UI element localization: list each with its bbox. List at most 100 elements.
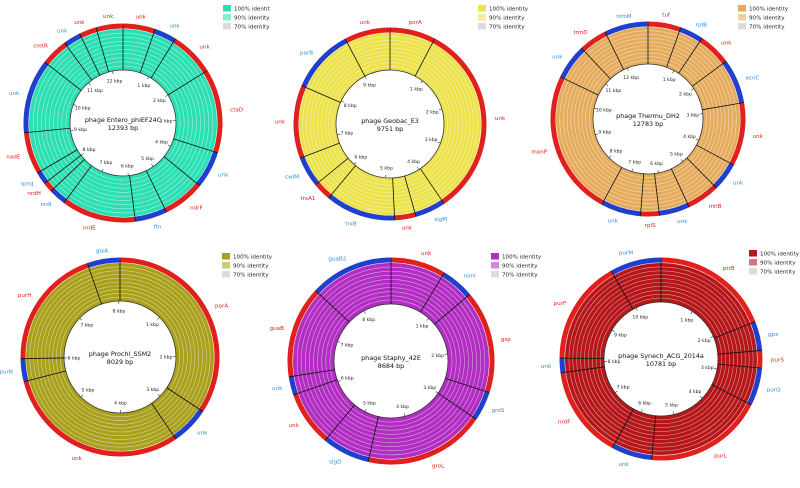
gene-label: unk xyxy=(72,456,83,462)
gene-label: ctaD xyxy=(230,107,243,113)
gene-label: groL xyxy=(432,463,445,469)
gene-label: rpmJ xyxy=(20,181,33,187)
genome-map-geobac: porA unk sigM unk trxB trxA1 cwlM unk parB unk 1 k… xyxy=(275,5,529,232)
gene-arc xyxy=(611,257,662,275)
gene-arc xyxy=(699,37,727,65)
kbp-tick xyxy=(690,311,693,315)
gene-arc xyxy=(345,27,391,44)
gene-label: unk xyxy=(402,226,413,232)
gene-boundary xyxy=(167,70,208,96)
gene-label: purH xyxy=(18,293,32,299)
gene-boundary xyxy=(79,33,101,76)
gene-boundary xyxy=(640,173,645,216)
kbp-tick-label: 2 kbp xyxy=(153,98,166,104)
kbp-tick xyxy=(73,104,77,106)
gene-arc xyxy=(660,257,756,324)
gene-label: nimI xyxy=(464,274,477,280)
gene-boundary xyxy=(651,415,657,460)
gene-label: parB xyxy=(300,51,313,57)
kbp-tick-label: 4 kbp xyxy=(689,389,702,395)
kbp-tick xyxy=(112,70,114,75)
gene-arc xyxy=(394,212,417,221)
genome-title: phage Entero_phiEF24C xyxy=(85,116,162,124)
gene-label: cmtR xyxy=(33,43,48,49)
kbp-tick-label: 7 kbp xyxy=(617,384,630,390)
legend-swatch xyxy=(222,253,230,260)
kbp-tick-label: 7 kbp xyxy=(340,342,353,348)
kbp-tick-label: 7 kbp xyxy=(100,160,113,166)
gene-label: unk xyxy=(495,116,506,122)
legend-label: 100% identity xyxy=(489,7,529,13)
gene-label: unk xyxy=(733,180,744,186)
gene-label: unk xyxy=(218,172,229,178)
kbp-tick-label: 1 kbp xyxy=(416,323,429,329)
legend-swatch xyxy=(738,14,746,21)
legend-swatch xyxy=(222,271,230,278)
kbp-tick-label: 2 kbp xyxy=(431,353,444,359)
kbp-tick xyxy=(426,318,429,321)
legend-label: 100% identit xyxy=(234,7,271,13)
gene-label: rplS xyxy=(645,223,656,229)
gene-label: unk xyxy=(289,423,300,429)
gene-boundary xyxy=(560,366,605,374)
gene-label: unk xyxy=(197,431,208,437)
kbp-tick xyxy=(640,409,643,413)
gene-boundary xyxy=(24,370,66,383)
gene-boundary xyxy=(37,149,78,174)
legend-label: 70% identity xyxy=(234,25,270,31)
gene-boundary xyxy=(21,357,65,360)
kbp-tick xyxy=(691,88,694,91)
gene-arc xyxy=(196,151,218,186)
gene-label: unk xyxy=(74,20,85,26)
gene-label: purL xyxy=(714,453,727,459)
genome-size: 8029 bp xyxy=(107,358,133,366)
kbp-tick-label: 1 kbp xyxy=(410,86,423,92)
gene-label: nrdI xyxy=(40,202,51,208)
kbp-tick-label: 6 kbp xyxy=(354,155,367,161)
legend-swatch xyxy=(223,23,231,30)
gene-arc xyxy=(20,263,89,359)
legend-label: 100% identity xyxy=(749,7,789,13)
kbp-tick-label: 12 kbp xyxy=(107,78,123,84)
gene-label: gpx xyxy=(768,332,779,338)
genome-map-entero: unkunkunkctaDunkndrFftnnrdEnrdInrdHrpmJn… xyxy=(6,5,271,232)
gene-boundary xyxy=(145,170,167,213)
kbp-tick xyxy=(337,380,341,382)
kbp-tick-label: 3 kbp xyxy=(146,387,159,393)
gene-label: unk xyxy=(721,40,732,46)
gene-arc xyxy=(390,257,445,277)
gene-label: nrdF xyxy=(558,419,571,425)
gene-boundary xyxy=(289,369,335,378)
gene-boundary xyxy=(560,76,599,96)
gene-arc xyxy=(293,85,307,159)
kbp-tick-label: 9 kbp xyxy=(74,127,87,133)
gene-label: porA xyxy=(409,20,422,26)
kbp-tick xyxy=(80,153,84,156)
gene-label: porA xyxy=(215,304,228,310)
gene-arc xyxy=(651,402,752,461)
gene-arc xyxy=(389,27,435,43)
gene-label: nrdH xyxy=(27,191,41,197)
legend-swatch xyxy=(478,5,486,12)
gene-arc xyxy=(612,443,653,461)
kbp-tick-label: 6 kbp xyxy=(341,376,354,382)
kbp-tick-label: 6 kbp xyxy=(650,161,663,167)
kbp-tick-label: 10 kbp xyxy=(75,106,91,112)
kbp-tick-label: 5 kbp xyxy=(380,165,393,171)
gene-boundary xyxy=(315,290,350,323)
gene-arc xyxy=(559,270,614,359)
gene-arc xyxy=(164,182,201,213)
gene-boundary xyxy=(414,38,435,77)
legend-label: 100% identity xyxy=(233,255,273,261)
gene-label: guaB xyxy=(270,326,285,332)
gene-arc xyxy=(23,61,49,133)
gene-arc xyxy=(173,408,204,440)
gene-label: unk xyxy=(199,45,210,51)
gene-arc xyxy=(20,358,29,382)
kbp-tick xyxy=(631,168,633,172)
legend-swatch xyxy=(223,5,231,12)
legend-label: 90% identity xyxy=(489,16,525,22)
gene-label: unk xyxy=(57,28,68,34)
gene-boundary xyxy=(50,159,85,192)
gene-arc xyxy=(432,38,487,204)
